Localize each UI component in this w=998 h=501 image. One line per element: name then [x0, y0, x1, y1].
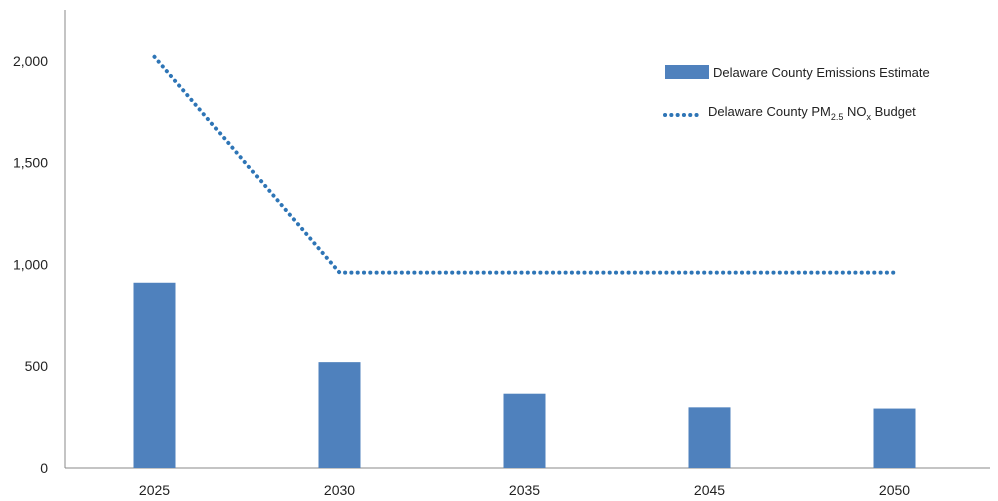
y-tick-label: 1,000	[13, 256, 48, 272]
y-tick-label: 500	[25, 358, 49, 374]
bar	[133, 282, 176, 468]
bar-series	[133, 282, 916, 468]
y-tick-label: 0	[40, 460, 48, 476]
x-tick-label: 2030	[324, 482, 355, 498]
x-tick-label: 2045	[694, 482, 725, 498]
x-tick-label: 2035	[509, 482, 540, 498]
y-tick-label: 1,500	[13, 155, 48, 171]
bar	[873, 408, 916, 468]
legend-bar-swatch	[665, 65, 709, 79]
legend-line-label-sub1: 2.5	[831, 112, 844, 122]
bar	[318, 362, 361, 468]
legend-line-label-prefix: Delaware County PM	[708, 104, 831, 119]
legend-line-label: Delaware County PM2.5 NOx Budget	[708, 104, 916, 122]
budget-dotted-line	[152, 54, 897, 275]
bar	[688, 407, 731, 468]
legend-line-label-mid: NO	[843, 104, 866, 119]
x-tick-label: 2050	[879, 482, 910, 498]
legend-bar-label: Delaware County Emissions Estimate	[713, 65, 930, 80]
x-tick-labels: 2025 2030 2035 2045 2050	[139, 482, 910, 498]
x-tick-label: 2025	[139, 482, 170, 498]
bar	[503, 393, 546, 468]
legend-line-label-sub2: x	[866, 112, 871, 122]
y-tick-label: 2,000	[13, 53, 48, 69]
legend: Delaware County Emissions Estimate Delaw…	[663, 65, 930, 122]
legend-line-label-suffix: Budget	[871, 104, 916, 119]
y-tick-labels: 0 500 1,000 1,500 2,000	[13, 53, 48, 476]
